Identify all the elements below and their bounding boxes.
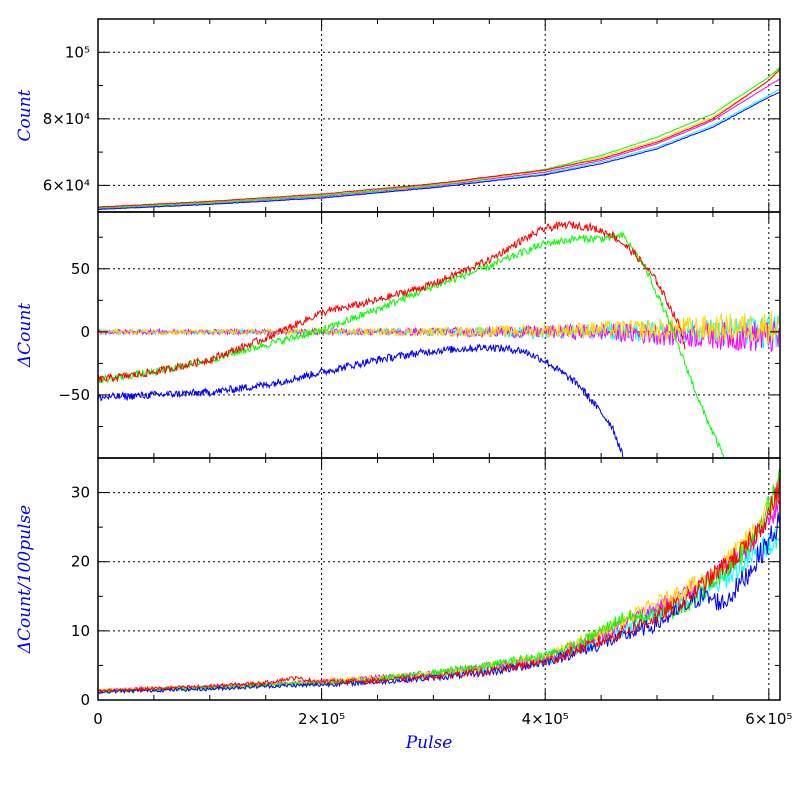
y-tick-label: 50 <box>71 260 90 278</box>
count-panel: 6×10⁴ 8×10⁴ 10⁵ Count <box>15 18 781 213</box>
series-line-5 <box>98 474 780 693</box>
x-tick-label: 0 <box>93 710 103 728</box>
y-tick-label: 0 <box>80 323 90 341</box>
series-line-2 <box>98 78 780 209</box>
x-tick-label: 4×10⁵ <box>522 710 569 728</box>
series-line-3 <box>98 467 780 694</box>
delta-count-per-pulse-panel: 0 10 20 30 ΔCount/100pulse 0 2×10⁵ 4×10⁵ 6×10⁵ Pu… <box>15 457 792 753</box>
series-line-2 <box>98 311 780 345</box>
series-line-1 <box>98 320 780 353</box>
series-line-2 <box>98 485 780 693</box>
y-tick-label: 10 <box>71 622 90 640</box>
y-axis-label: Count <box>15 89 35 141</box>
series-line-4 <box>98 230 725 458</box>
series-line-5 <box>98 68 780 208</box>
y-tick-label: 0 <box>80 691 90 709</box>
delta-count-panel: −50 0 50 ΔCount <box>15 211 781 459</box>
plot-frame <box>97 457 781 701</box>
y-tick-label: 8×10⁴ <box>43 110 90 128</box>
x-axis-label: Pulse <box>405 733 453 753</box>
y-tick-label: 20 <box>71 553 90 571</box>
series-line-1 <box>98 499 780 694</box>
y-tick-label: 6×10⁴ <box>43 176 90 194</box>
series-line-3 <box>98 70 780 209</box>
series-line-4 <box>98 66 780 209</box>
x-tick-label: 2×10⁵ <box>298 710 345 728</box>
series-line-5 <box>98 220 686 383</box>
y-tick-label: 10⁵ <box>65 43 90 61</box>
y-tick-label: −50 <box>58 386 90 404</box>
series-line-1 <box>98 91 780 211</box>
y-axis-label: ΔCount/100pulse <box>15 505 35 654</box>
x-tick-label: 6×10⁵ <box>745 710 792 728</box>
series-line-3 <box>98 343 624 458</box>
y-axis-label: ΔCount <box>15 303 35 368</box>
series-line-0 <box>98 88 780 210</box>
y-tick-label: 30 <box>71 484 90 502</box>
